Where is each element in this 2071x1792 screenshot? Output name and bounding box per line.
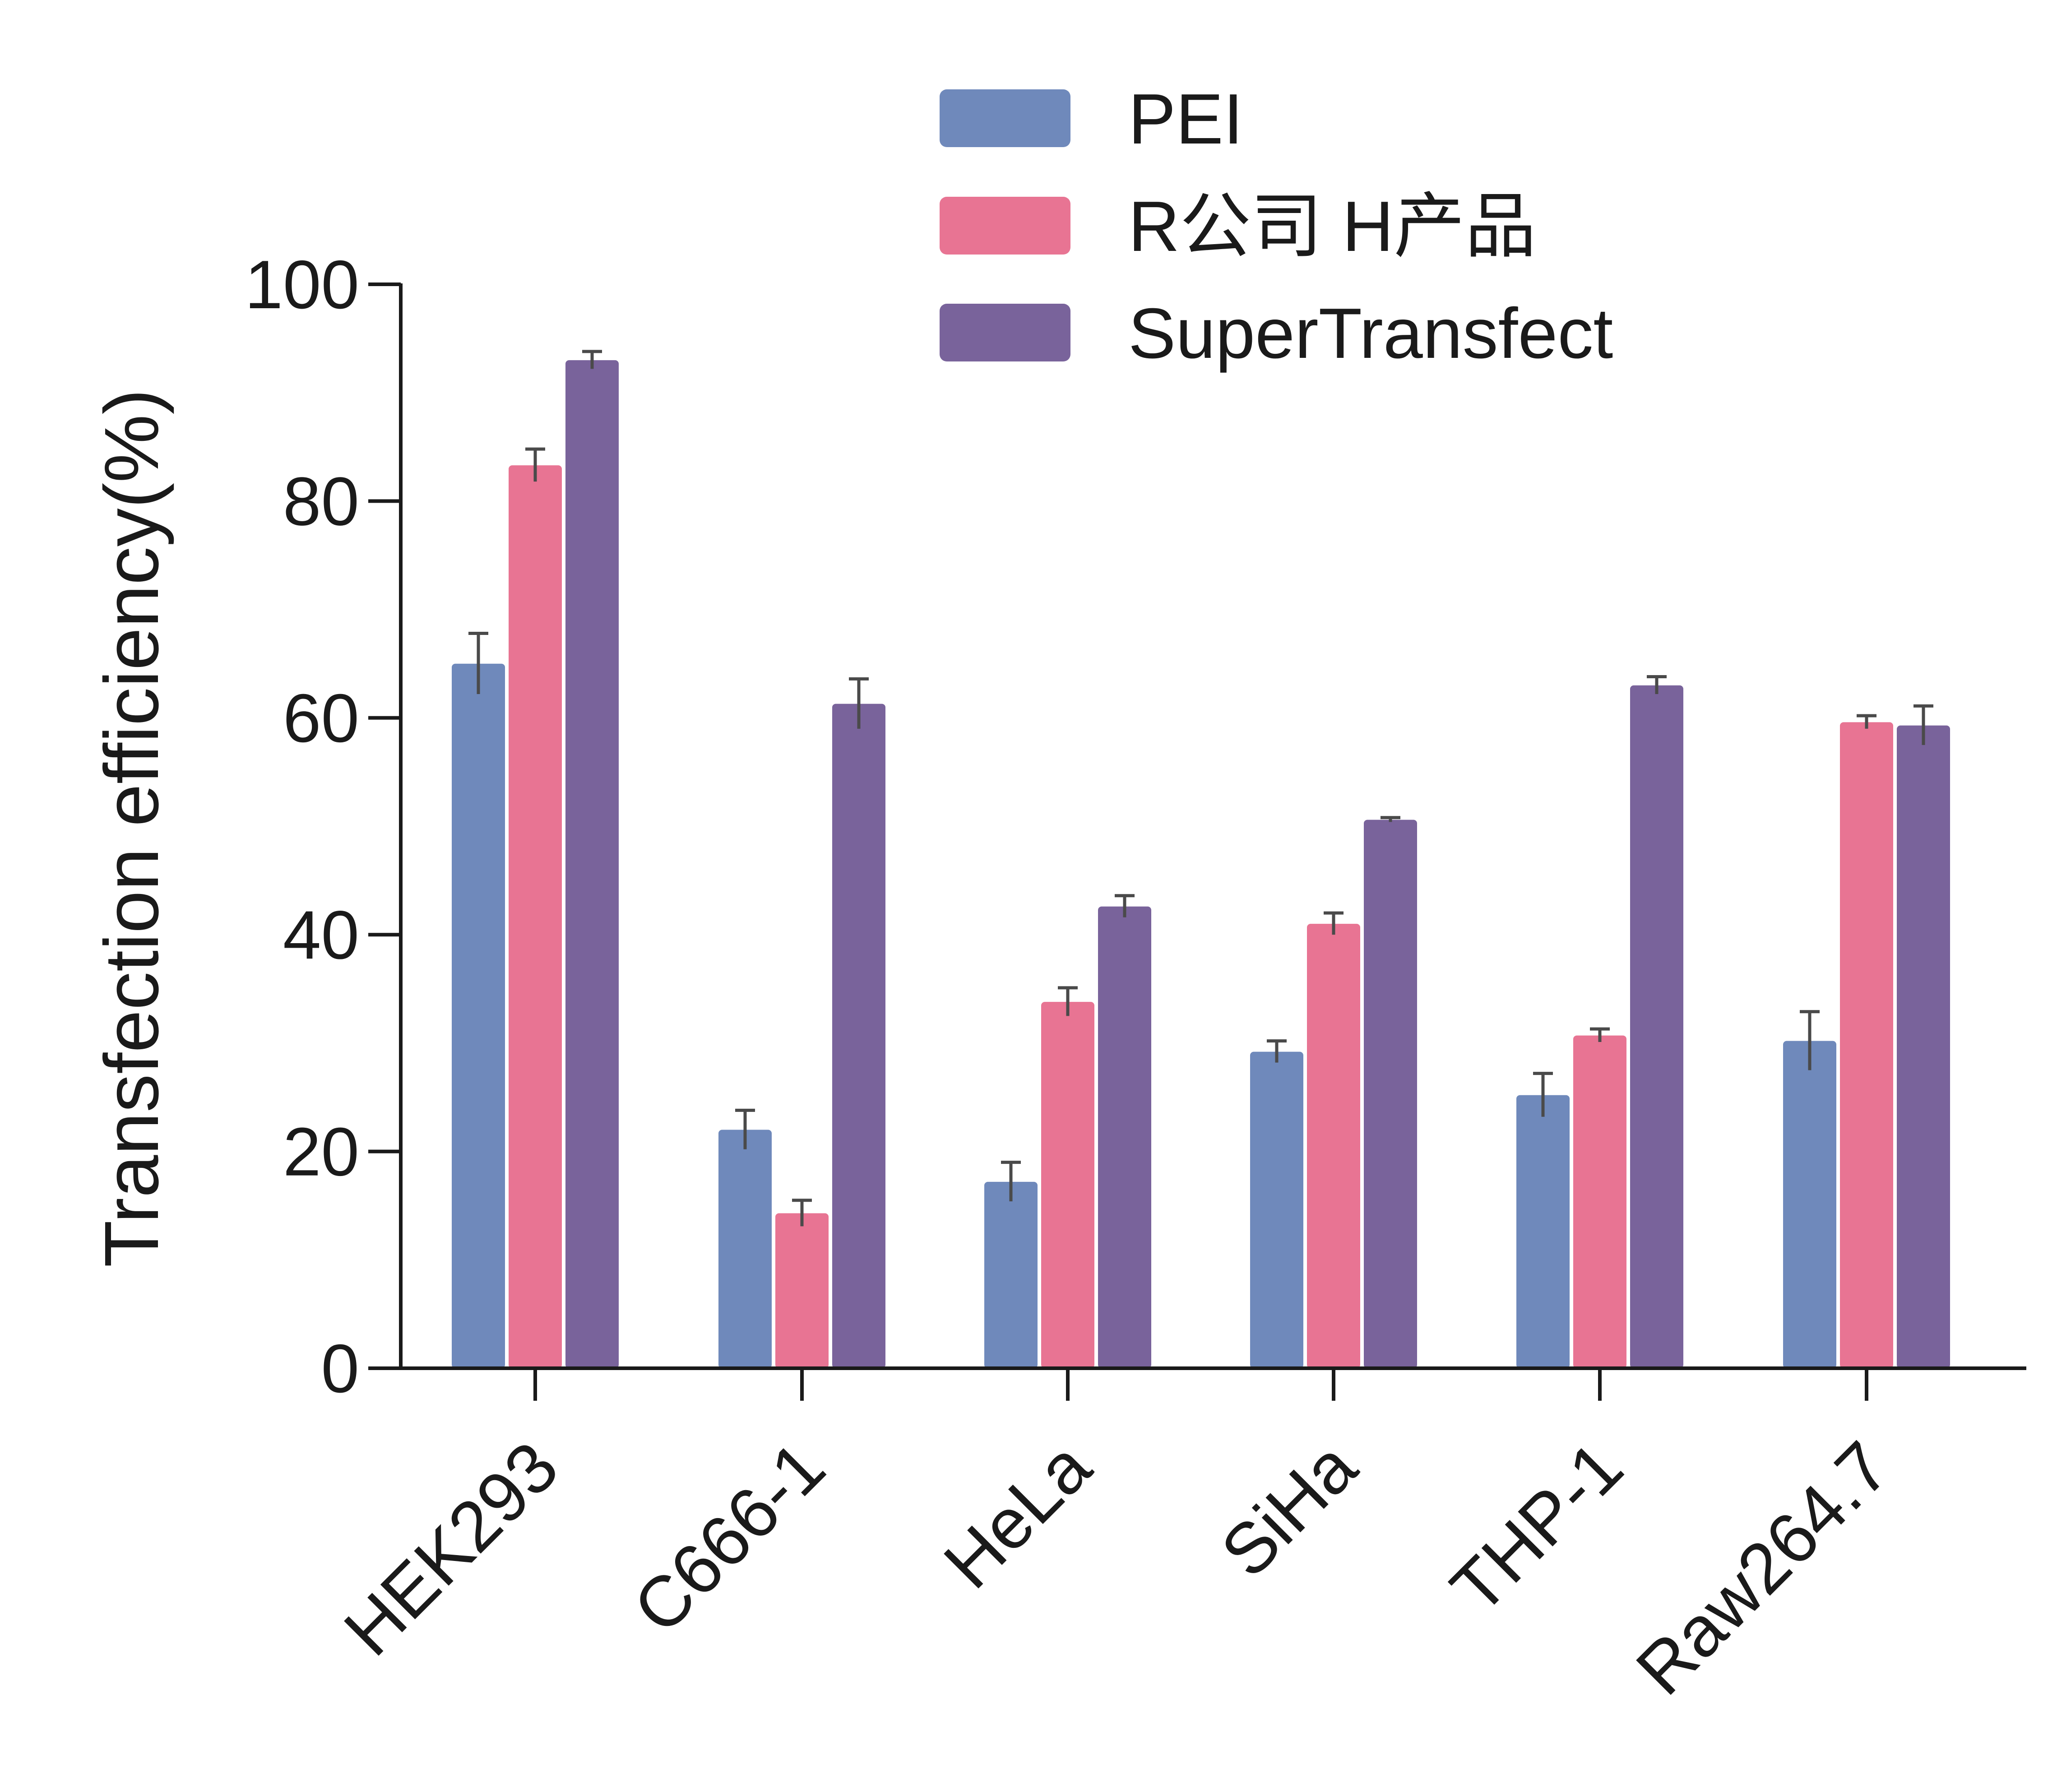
bar-group <box>1783 704 1950 1368</box>
error-bar <box>849 677 869 729</box>
error-bar <box>1590 1027 1610 1042</box>
y-tick-label: 60 <box>283 680 359 757</box>
legend-label: PEI <box>1128 79 1243 159</box>
y-axis-title: Transfection efficiency(%) <box>89 389 175 1267</box>
error-bar <box>1647 675 1667 694</box>
error-bar <box>1058 986 1078 1016</box>
bar <box>1250 1051 1303 1368</box>
error-bar <box>1324 911 1344 935</box>
error-bar <box>468 631 488 694</box>
bar-group <box>1516 675 1683 1368</box>
bar <box>1041 1002 1094 1368</box>
error-bar <box>1267 1039 1287 1063</box>
y-tick-label: 80 <box>283 463 359 540</box>
error-bar <box>1533 1072 1553 1117</box>
bar-group <box>984 894 1151 1368</box>
error-bar <box>792 1199 812 1227</box>
legend-swatch <box>940 197 1070 255</box>
bar <box>452 663 505 1368</box>
x-tick-label: THP-1 <box>1436 1427 1638 1629</box>
error-bar <box>735 1108 755 1149</box>
legend-item: PEI <box>940 79 1243 159</box>
x-tick-label: SiHa <box>1206 1427 1371 1593</box>
error-bar <box>525 447 545 482</box>
bar <box>1840 722 1893 1368</box>
legend: PEI R公司 H产品 SuperTransfect <box>940 79 1613 373</box>
bar <box>509 465 562 1368</box>
x-tick-label: HEK293 <box>329 1427 573 1671</box>
x-tick-label: HeLa <box>929 1427 1106 1604</box>
error-bar <box>582 350 602 369</box>
x-tick-label: C666-1 <box>618 1427 840 1648</box>
bar-group <box>452 350 619 1368</box>
legend-label: SuperTransfect <box>1128 294 1613 373</box>
y-tick-label: 40 <box>283 897 359 973</box>
error-bar <box>1913 704 1933 745</box>
bar-group <box>1250 816 1417 1368</box>
bar <box>1516 1095 1570 1368</box>
y-tick-label: 20 <box>283 1114 359 1190</box>
error-bar <box>1115 894 1135 917</box>
legend-item: SuperTransfect <box>940 294 1613 373</box>
bar <box>718 1130 772 1368</box>
y-axis: 0 20 40 60 80 100 <box>245 246 403 1407</box>
bar <box>775 1213 829 1368</box>
error-bar <box>1001 1161 1021 1202</box>
bar <box>1897 725 1950 1368</box>
bars <box>452 350 1950 1368</box>
bar <box>1364 820 1417 1368</box>
legend-swatch <box>940 304 1070 361</box>
error-bar <box>1857 714 1876 729</box>
bar <box>984 1181 1038 1368</box>
legend-label: R公司 H产品 <box>1128 187 1536 266</box>
bar <box>1098 906 1151 1368</box>
legend-item: R公司 H产品 <box>940 187 1536 266</box>
bar-group <box>718 677 885 1368</box>
bar <box>1630 685 1683 1368</box>
bar <box>1307 924 1360 1368</box>
x-tick-label: Raw264.7 <box>1622 1427 1905 1710</box>
bar <box>832 704 885 1368</box>
error-bar <box>1381 816 1400 822</box>
bar <box>1573 1035 1626 1368</box>
y-tick-label: 100 <box>245 246 359 323</box>
bar <box>565 360 619 1368</box>
error-bar <box>1800 1010 1820 1070</box>
legend-swatch <box>940 89 1070 147</box>
bar <box>1783 1041 1836 1368</box>
y-tick-label: 0 <box>321 1330 359 1407</box>
